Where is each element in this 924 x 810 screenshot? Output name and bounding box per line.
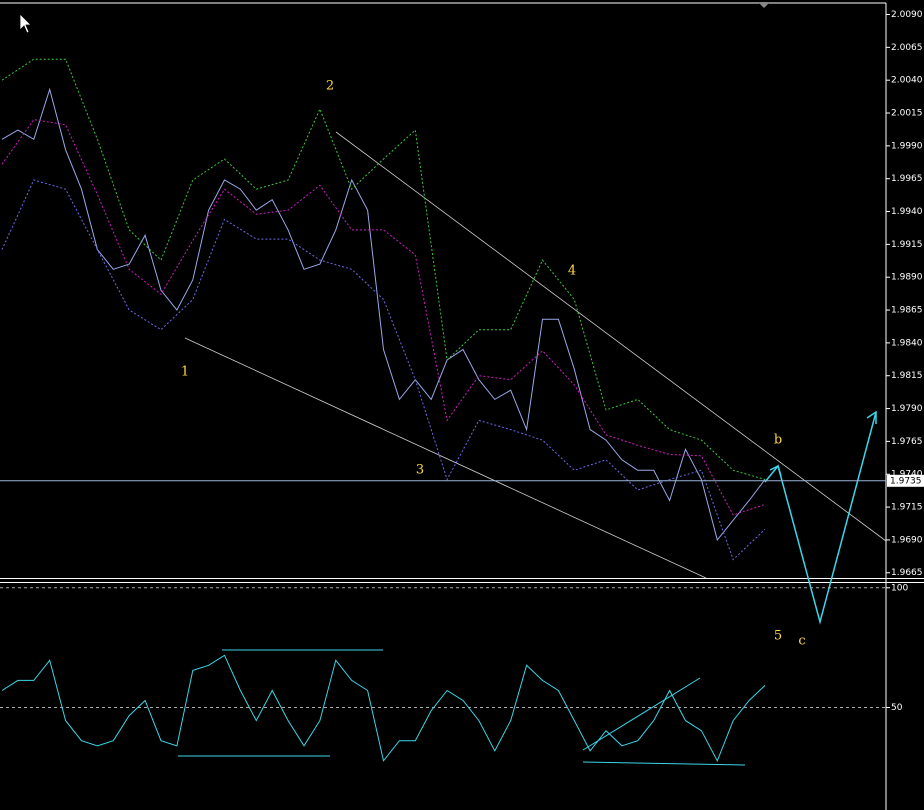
projection-arrowhead	[866, 410, 877, 424]
mouse-cursor	[19, 13, 32, 34]
y-tick-label: 1.9865	[891, 306, 923, 316]
y-tick-label: 1.9765	[891, 437, 923, 447]
current-price-label: 1.9735	[890, 476, 922, 486]
y-tick-label: 1.9790	[891, 404, 923, 414]
trend-line	[335, 131, 887, 542]
y-tick-label: 1.9815	[891, 371, 923, 381]
y-tick-label: 2.0065	[891, 43, 923, 53]
wave-label: 2	[326, 79, 334, 94]
projection-path	[764, 411, 877, 625]
trend-line	[184, 337, 707, 579]
y-tick-label: 1.9915	[891, 240, 923, 250]
series-line	[1, 119, 766, 516]
rsi-trend-line	[582, 677, 701, 751]
series-line	[1, 179, 766, 561]
y-tick-label: 1.9990	[891, 141, 923, 151]
y-tick-label: 1.9690	[891, 535, 923, 545]
y-tick-label: 1.9665	[891, 568, 923, 578]
wave-label: 4	[568, 264, 576, 279]
series-line	[1, 87, 766, 541]
wave-label: c	[798, 634, 805, 649]
y-tick-label: 1.9740	[891, 470, 923, 480]
wave-label: b	[774, 433, 782, 448]
series-line	[1, 58, 766, 480]
wave-label: 5	[774, 629, 782, 644]
y-tick-label: 50	[891, 703, 903, 713]
projection-arrowhead	[769, 464, 782, 477]
current-price-box	[887, 474, 924, 487]
shift-marker	[759, 3, 769, 8]
y-tick-label: 2.0040	[891, 76, 923, 86]
wave-label: 1	[181, 365, 189, 380]
wave-label: 3	[416, 463, 424, 478]
y-tick-label: 2.0090	[891, 10, 923, 20]
y-tick-label: 1.9890	[891, 273, 923, 283]
y-tick-label: 100	[891, 583, 908, 593]
y-tick-label: 1.9940	[891, 207, 923, 217]
rsi-trend-line	[582, 761, 746, 766]
y-tick-label: 1.9840	[891, 338, 923, 348]
series-line	[1, 654, 766, 762]
y-tick-label: 2.0015	[891, 109, 923, 119]
y-tick-label: 1.9965	[891, 174, 923, 184]
y-tick-label: 1.9715	[891, 503, 923, 513]
